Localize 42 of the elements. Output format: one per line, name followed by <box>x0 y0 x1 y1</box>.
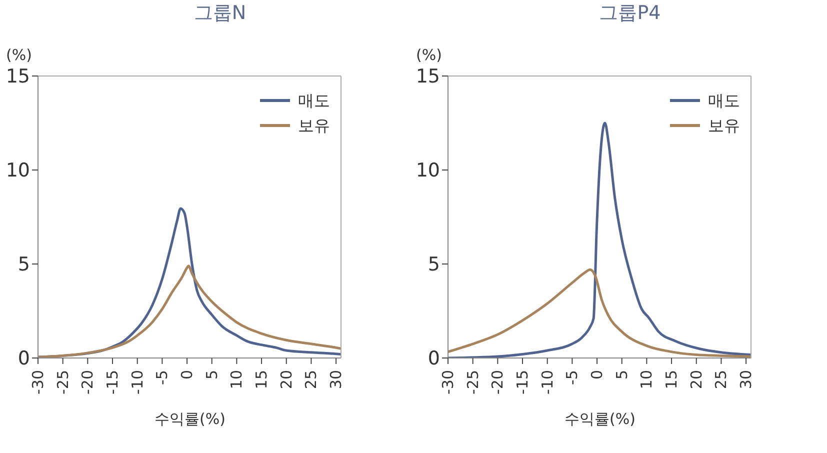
x-tick-label: -10 <box>128 370 146 394</box>
x-tick-label: 5 <box>612 370 631 380</box>
legend-label: 매도 <box>708 90 740 112</box>
x-tick-label: -15 <box>104 370 122 394</box>
x-tick-label: 25 <box>302 370 320 390</box>
x-tick-label: 0 <box>178 370 196 380</box>
x-tick-label: -25 <box>464 370 482 394</box>
x-tick-label: 15 <box>252 370 271 390</box>
x-tick-label: 15 <box>662 370 681 390</box>
x-axis-title: 수익률(%) <box>564 410 636 429</box>
legend-label: 보유 <box>298 115 330 137</box>
x-tick-label: 20 <box>687 370 706 390</box>
x-tick-label: 30 <box>737 370 756 390</box>
x-tick-label: -30 <box>439 370 457 394</box>
x-tick-label: 0 <box>588 370 606 380</box>
y-tick-label: 10 <box>416 160 440 182</box>
x-tick-label: -20 <box>78 370 97 394</box>
x-tick-label: 25 <box>712 370 730 390</box>
x-tick-label: -30 <box>29 370 47 394</box>
x-tick-label: -5 <box>153 370 172 385</box>
x-axis-title: 수익률(%) <box>154 410 226 429</box>
y-tick-label: 15 <box>6 66 30 88</box>
chart-title: 그룹P4 <box>598 1 662 26</box>
y-tick-label: 10 <box>6 160 30 182</box>
y-tick-label: 5 <box>18 254 30 276</box>
y-axis-title: (%) <box>416 46 442 64</box>
y-tick-label: 5 <box>428 254 440 276</box>
x-tick-label: -10 <box>538 370 556 394</box>
x-tick-label: -5 <box>563 370 582 385</box>
y-tick-label: 15 <box>416 66 440 88</box>
x-tick-label: -15 <box>514 370 532 394</box>
x-tick-label: -25 <box>54 370 72 394</box>
legend-label: 매도 <box>298 90 330 112</box>
x-tick-label: 20 <box>277 370 296 390</box>
chart-title: 그룹N <box>192 1 248 26</box>
x-tick-label: 10 <box>638 370 656 390</box>
x-tick-label: 5 <box>202 370 221 380</box>
y-axis-title: (%) <box>6 46 32 64</box>
x-tick-label: 30 <box>327 370 346 390</box>
x-tick-label: 10 <box>228 370 246 390</box>
legend-label: 보유 <box>708 115 740 137</box>
x-tick-label: -20 <box>488 370 507 394</box>
